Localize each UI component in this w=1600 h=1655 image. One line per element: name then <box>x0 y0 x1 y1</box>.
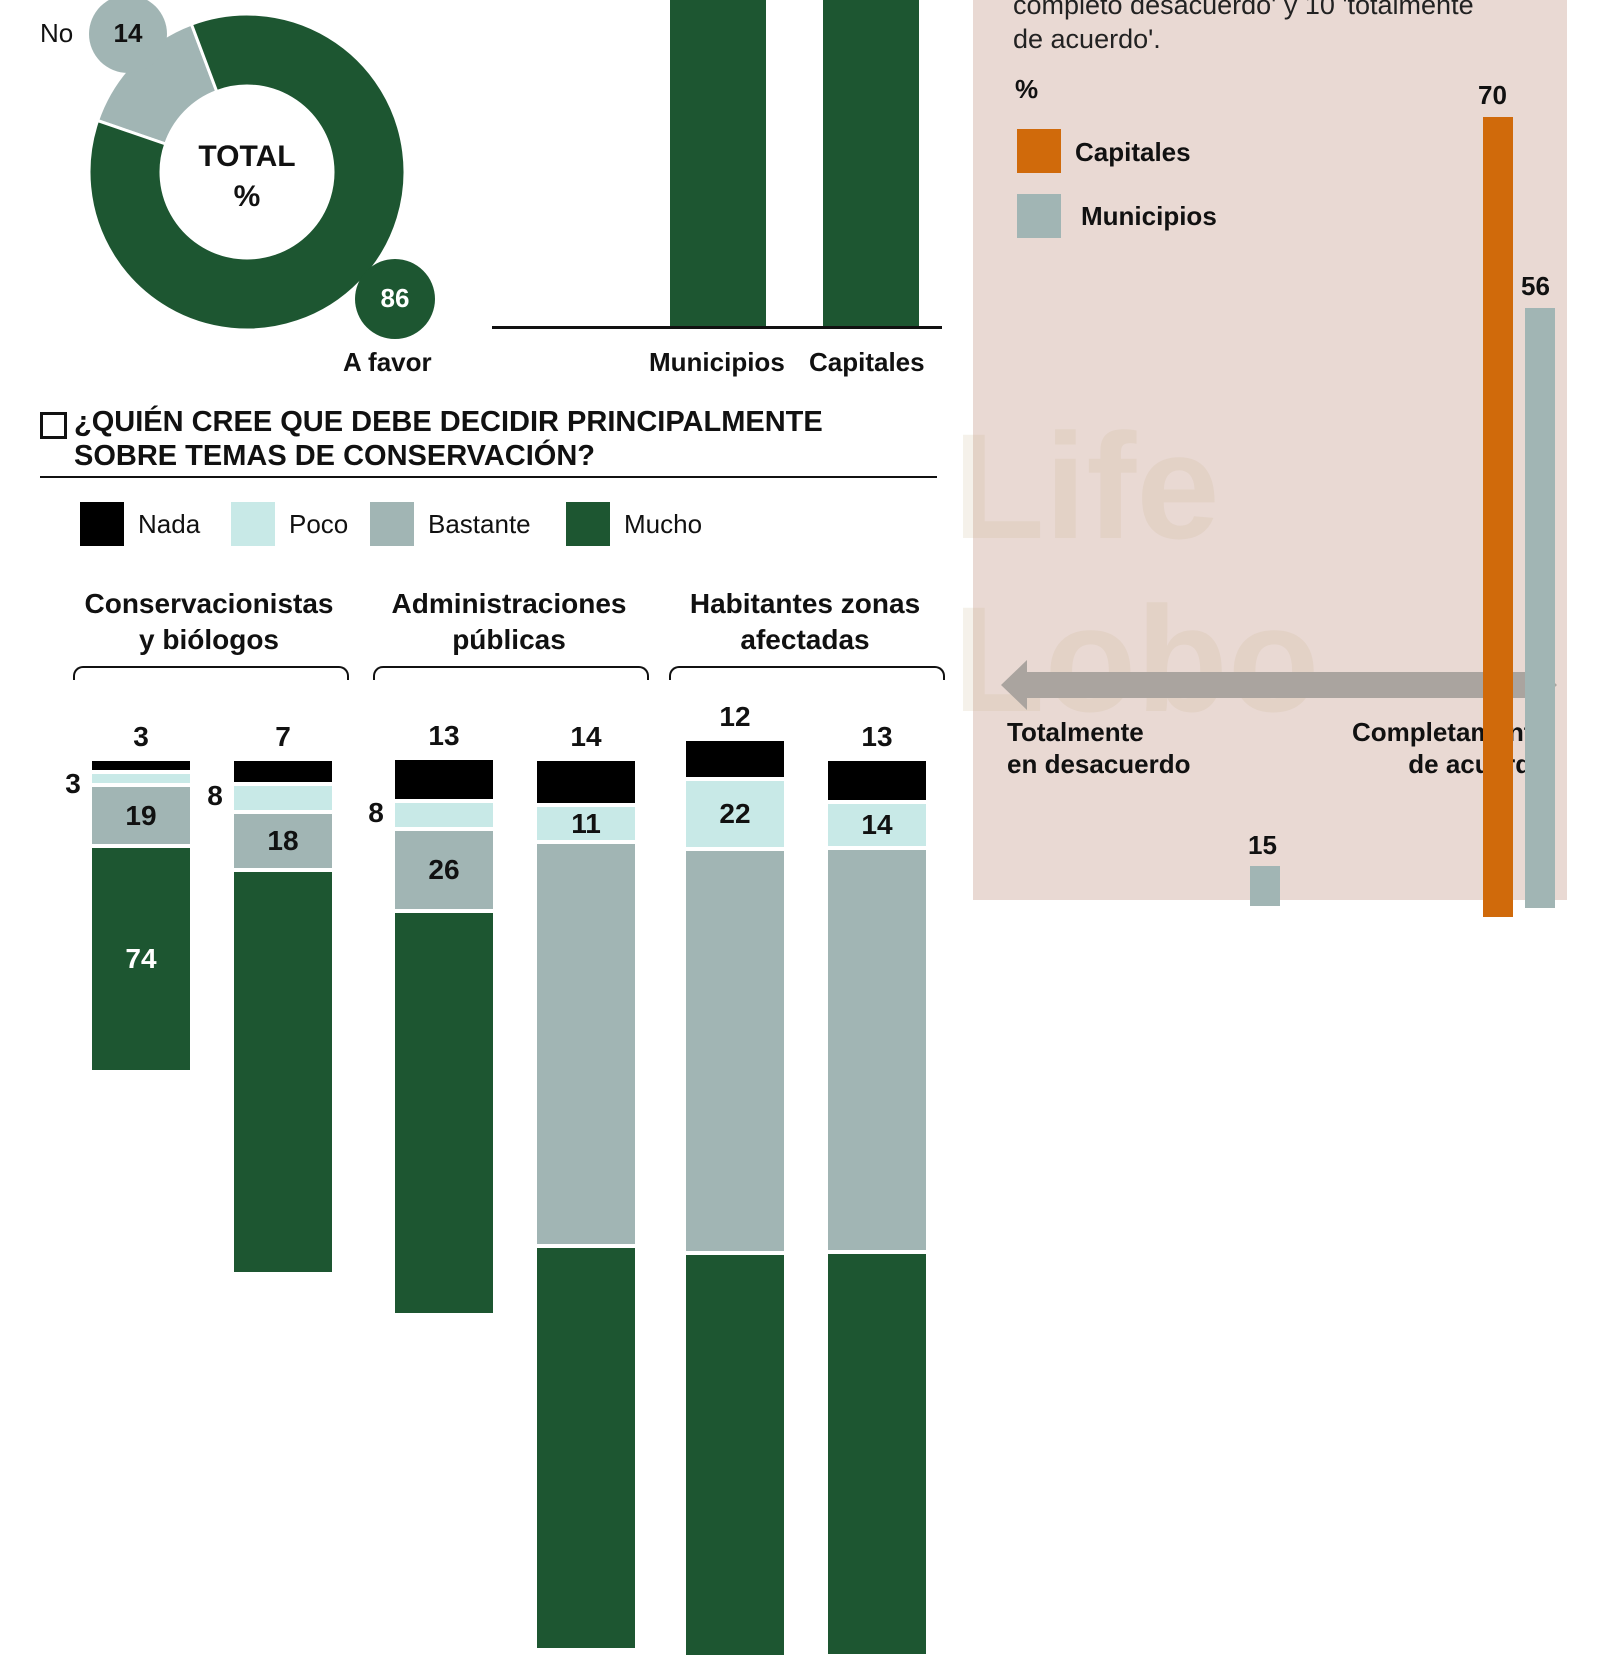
right-panel: completo desacuerdo' y 10 'totalmente de… <box>953 0 1567 917</box>
value-label: 8 <box>207 780 223 811</box>
axis-left-line1: Totalmente <box>1007 717 1144 747</box>
panel-unit: % <box>1015 74 1039 104</box>
legend-swatch-mucho <box>566 502 610 546</box>
favor-value: 86 <box>380 283 410 313</box>
bar-segment-poco: 11 <box>537 807 635 840</box>
group-header: Conservacionistas y biólogos <box>84 588 334 655</box>
section-title: ¿QUIÉN CREE QUE DEBE DECIDIR PRINCIPALME… <box>74 405 823 473</box>
axis-right-line2: de acuerdo <box>1408 749 1547 779</box>
value-label: 13 <box>428 720 460 751</box>
value-capitales-70: 70 <box>1478 80 1507 110</box>
watermark: Life Lobo <box>953 402 1320 743</box>
label-municipios: Municipios <box>649 347 785 377</box>
value-label: 3 <box>133 721 149 752</box>
stacked-bar: 22 <box>686 741 784 1655</box>
stacked-bar: 26 <box>395 760 493 1313</box>
no-label: No <box>40 18 74 48</box>
section-title-line1: ¿QUIÉN CREE QUE DEBE DECIDIR PRINCIPALME… <box>74 406 823 438</box>
group-bracket <box>373 666 649 680</box>
value-municipios-56: 56 <box>1521 271 1550 301</box>
bar-segment-poco <box>395 803 493 827</box>
bar-segment-nada <box>686 741 784 777</box>
legend-label-bastante: Bastante <box>428 509 531 539</box>
group-bracket <box>669 666 945 680</box>
bar-segment-nada <box>537 761 635 803</box>
baseline <box>492 326 942 329</box>
bar-capitales <box>823 0 919 327</box>
bar-segment-bastante: 26 <box>395 831 493 909</box>
donut-center-title: TOTAL <box>198 140 296 173</box>
legend-label-poco: Poco <box>289 509 349 539</box>
donut-center-unit: % <box>233 180 261 213</box>
axis-right-line1: Completamente <box>1351 717 1547 747</box>
group-header: Administraciones públicas <box>391 588 627 655</box>
value-label: 3 <box>65 768 81 799</box>
bar-segment-mucho: 74 <box>92 848 190 1070</box>
bar-segment-nada <box>92 761 190 770</box>
value-label: 12 <box>719 701 751 732</box>
bar-municipios-15 <box>1250 866 1280 906</box>
donut-slice-favor <box>87 12 407 332</box>
bar-municipios <box>670 0 766 327</box>
no-value: 14 <box>113 18 143 48</box>
group-header: Habitantes zonas afectadas <box>689 588 921 655</box>
bar-segment-mucho <box>828 1254 926 1654</box>
bar-segment-nada <box>395 760 493 799</box>
panel-text-line2: de acuerdo'. <box>1013 24 1161 54</box>
legend-label-capitales: Capitales <box>1075 137 1191 167</box>
legend-label-nada: Nada <box>138 509 201 539</box>
bar-segment-poco: 22 <box>686 781 784 847</box>
value-label: 14 <box>570 721 602 752</box>
checkbox-icon <box>40 412 67 439</box>
legend-label-mucho: Mucho <box>624 509 703 539</box>
stacked-bar: 18 <box>234 761 332 1272</box>
double-arrow-icon <box>1001 660 1557 710</box>
legend-label-municipios: Municipios <box>1081 201 1217 231</box>
bar-segment-bastante <box>537 844 635 1244</box>
panel-text-line1: completo desacuerdo' y 10 'totalmente <box>1013 0 1474 20</box>
bar-segment-nada <box>234 761 332 782</box>
value-label: 7 <box>275 721 291 752</box>
bar-segment-poco <box>234 786 332 810</box>
bar-segment-nada <box>828 761 926 800</box>
bar-segment-poco <box>92 774 190 783</box>
stacked-bar: 11 <box>537 761 635 1648</box>
value-label: 8 <box>368 797 384 828</box>
bar-municipios-56 <box>1525 308 1555 908</box>
value-municipios-15: 15 <box>1248 830 1277 860</box>
legend-swatch-capitales <box>1017 129 1061 173</box>
bar-segment-mucho <box>395 913 493 1313</box>
label-capitales: Capitales <box>809 347 925 377</box>
bar-capitales-70 <box>1483 117 1513 917</box>
bar-segment-bastante: 19 <box>92 787 190 844</box>
stacked-bar: 19 74 <box>92 761 190 1070</box>
stacked-bar: 14 <box>828 761 926 1654</box>
bar-segment-mucho <box>686 1255 784 1655</box>
bar-segment-poco: 14 <box>828 804 926 846</box>
no-badge <box>89 0 167 73</box>
value-label: 13 <box>861 721 893 752</box>
legend-swatch-municipios <box>1017 194 1061 238</box>
legend-swatch-poco <box>231 502 275 546</box>
bar-segment-bastante <box>828 850 926 1250</box>
section-title-line2: SOBRE TEMAS DE CONSERVACIÓN? <box>74 440 595 472</box>
bar-segment-bastante <box>686 851 784 1251</box>
bar-segment-mucho <box>537 1248 635 1648</box>
legend-swatch-nada <box>80 502 124 546</box>
bar-segment-mucho <box>234 872 332 1272</box>
donut-chart <box>87 12 407 332</box>
group-bracket <box>73 666 349 680</box>
legend-swatch-bastante <box>370 502 414 546</box>
axis-left-line2: en desacuerdo <box>1007 749 1191 779</box>
divider <box>40 476 937 478</box>
bar-segment-bastante: 18 <box>234 814 332 868</box>
favor-label: A favor <box>343 347 432 377</box>
